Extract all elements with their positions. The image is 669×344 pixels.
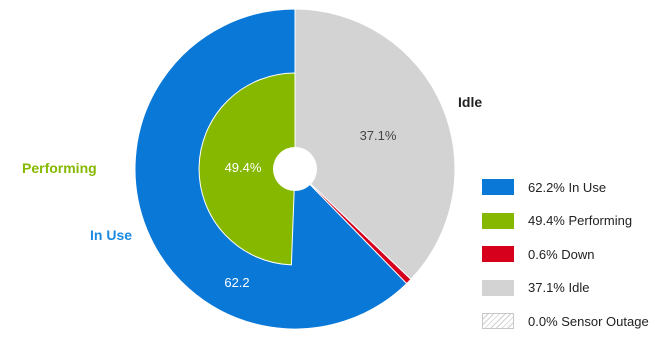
- legend-swatch-sensor-outage: [482, 313, 514, 329]
- slice-performing[interactable]: [198, 72, 296, 266]
- legend-item-in-use[interactable]: 62.2% In Use: [482, 176, 649, 198]
- legend-swatch-idle: [482, 279, 514, 296]
- legend-item-idle[interactable]: 37.1% Idle: [482, 277, 649, 299]
- legend-swatch-down: [482, 246, 514, 262]
- legend-label-in-use: 62.2% In Use: [528, 179, 607, 195]
- value-label-performing: 49.4%: [225, 160, 262, 175]
- legend-swatch-in-use: [482, 179, 514, 195]
- outside-label-performing: Performing: [22, 160, 97, 176]
- legend-label-sensor-outage: 0.0% Sensor Outage: [528, 313, 649, 329]
- legend-swatch-performing: [482, 212, 514, 229]
- legend-item-down[interactable]: 0.6% Down: [482, 243, 649, 265]
- legend-item-performing[interactable]: 49.4% Performing: [482, 210, 649, 232]
- legend-item-sensor-outage[interactable]: 0.0% Sensor Outage: [482, 310, 649, 332]
- legend-label-performing: 49.4% Performing: [528, 213, 633, 228]
- value-label-idle: 37.1%: [360, 128, 397, 143]
- legend: 62.2% In Use 49.4% Performing 0.6% Down …: [482, 176, 649, 344]
- legend-label-idle: 37.1% Idle: [528, 280, 590, 295]
- value-label-in-use: 62.2: [224, 275, 249, 290]
- outside-label-in-use: In Use: [90, 227, 133, 243]
- pie-chart: 37.1% 49.4% 62.2: [134, 8, 456, 330]
- chart-container: 37.1% 49.4% 62.2 Performing In Use Idle …: [22, 8, 649, 330]
- slice-idle[interactable]: [294, 8, 456, 280]
- outside-label-idle: Idle: [458, 94, 483, 110]
- legend-label-down: 0.6% Down: [528, 246, 595, 262]
- center-hole: [273, 147, 317, 191]
